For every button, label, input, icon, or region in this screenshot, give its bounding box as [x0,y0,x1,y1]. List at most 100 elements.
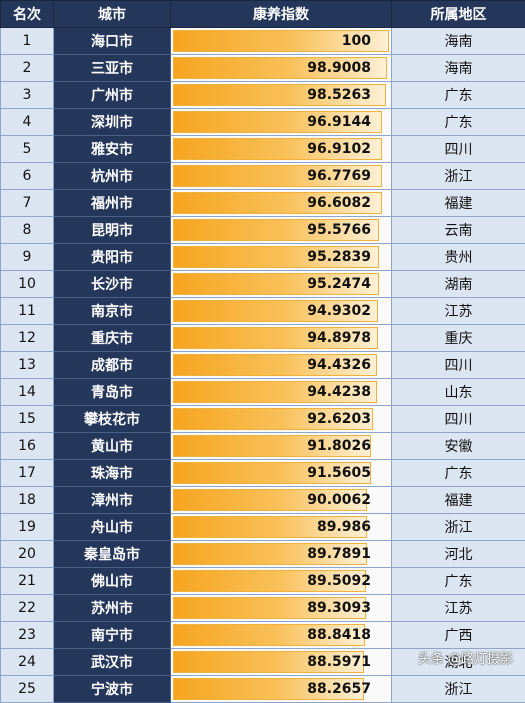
rank-cell: 18 [1,487,54,514]
index-cell: 95.5766 [171,217,392,244]
index-value: 96.9102 [307,141,391,157]
city-cell: 黄山市 [54,433,171,460]
city-cell: 宁波市 [54,676,171,703]
index-cell: 91.5605 [171,460,392,487]
header-row: 名次 城市 康养指数 所属地区 [1,1,525,28]
rank-cell: 25 [1,676,54,703]
city-cell: 漳州市 [54,487,171,514]
region-cell: 四川 [392,352,525,379]
region-cell: 贵州 [392,244,525,271]
region-cell: 四川 [392,406,525,433]
city-cell: 苏州市 [54,595,171,622]
rank-cell: 22 [1,595,54,622]
rank-cell: 16 [1,433,54,460]
rank-cell: 2 [1,55,54,82]
city-cell: 广州市 [54,82,171,109]
city-cell: 成都市 [54,352,171,379]
region-cell: 重庆 [392,325,525,352]
rank-cell: 1 [1,28,54,55]
region-cell: 四川 [392,136,525,163]
rank-cell: 12 [1,325,54,352]
city-cell: 南京市 [54,298,171,325]
region-cell: 海南 [392,55,525,82]
city-cell: 佛山市 [54,568,171,595]
city-cell: 武汉市 [54,649,171,676]
rank-cell: 21 [1,568,54,595]
index-value: 89.986 [317,519,391,535]
region-cell: 山东 [392,379,525,406]
city-cell: 昆明市 [54,217,171,244]
index-value: 91.8026 [307,438,391,454]
index-cell: 94.9302 [171,298,392,325]
rank-cell: 8 [1,217,54,244]
index-value: 98.5263 [307,87,391,103]
region-cell: 广东 [392,82,525,109]
index-value: 96.7769 [307,168,391,184]
region-cell: 福建 [392,487,525,514]
index-value: 100 [342,33,391,49]
header-region: 所属地区 [392,1,525,28]
index-value: 90.0062 [307,492,391,508]
index-value: 94.8978 [307,330,391,346]
header-rank: 名次 [1,1,54,28]
index-cell: 95.2839 [171,244,392,271]
index-cell: 89.5092 [171,568,392,595]
city-cell: 重庆市 [54,325,171,352]
index-cell: 89.986 [171,514,392,541]
index-cell: 96.7769 [171,163,392,190]
index-value: 91.5605 [307,465,391,481]
rank-cell: 5 [1,136,54,163]
city-cell: 雅安市 [54,136,171,163]
index-value: 88.8418 [307,627,391,643]
region-cell: 福建 [392,190,525,217]
rank-cell: 23 [1,622,54,649]
index-value: 94.9302 [307,303,391,319]
city-cell: 舟山市 [54,514,171,541]
index-cell: 94.8978 [171,325,392,352]
rank-cell: 3 [1,82,54,109]
city-cell: 海口市 [54,28,171,55]
region-cell: 广东 [392,109,525,136]
city-cell: 长沙市 [54,271,171,298]
rank-cell: 7 [1,190,54,217]
rank-cell: 14 [1,379,54,406]
rank-cell: 17 [1,460,54,487]
region-cell: 河北 [392,541,525,568]
index-value: 95.2839 [307,249,391,265]
index-cell: 98.5263 [171,82,392,109]
index-cell: 88.2657 [171,676,392,703]
region-cell: 海南 [392,28,525,55]
header-index: 康养指数 [171,1,392,28]
city-cell: 南宁市 [54,622,171,649]
index-cell: 98.9008 [171,55,392,82]
index-cell: 95.2474 [171,271,392,298]
rank-cell: 24 [1,649,54,676]
watermark: 头条 @路灯摄影 [418,648,513,667]
region-cell: 广东 [392,568,525,595]
index-value: 98.9008 [307,60,391,76]
index-value: 94.4238 [307,384,391,400]
index-value: 94.4326 [307,357,391,373]
index-cell: 88.5971 [171,649,392,676]
rank-cell: 13 [1,352,54,379]
region-cell: 浙江 [392,676,525,703]
index-cell: 90.0062 [171,487,392,514]
